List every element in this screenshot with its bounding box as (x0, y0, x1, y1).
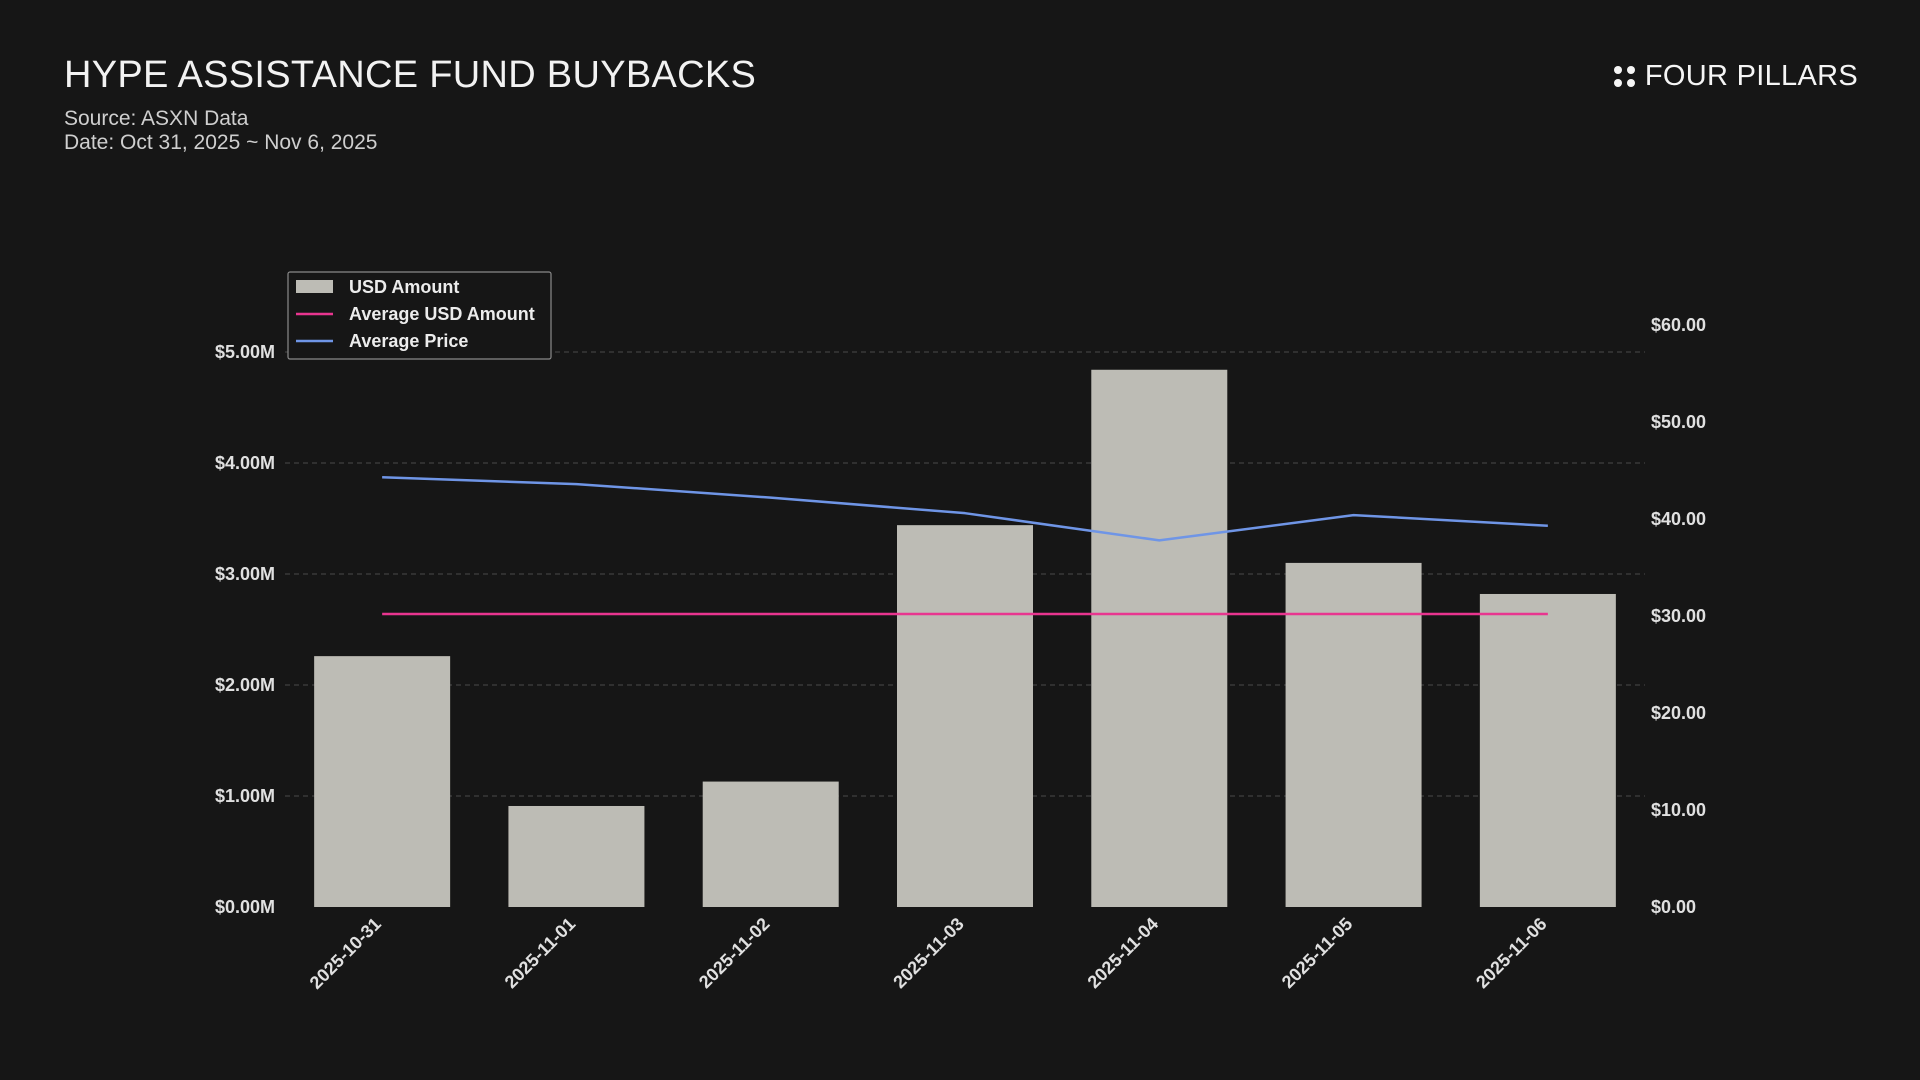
bar-usd-amount (314, 656, 451, 907)
left-axis-tick-label: $1.00M (215, 786, 275, 806)
date-range-text: Date: Oct 31, 2025 ~ Nov 6, 2025 (64, 131, 378, 154)
x-axis-tick-label: 2025-11-03 (889, 914, 968, 993)
bar-usd-amount (508, 805, 645, 907)
bar-usd-amount (897, 525, 1033, 907)
x-axis-tick-label: 2025-11-05 (1278, 914, 1357, 993)
right-axis-tick-label: $20.00 (1651, 703, 1706, 723)
right-axis-tick-label: $10.00 (1651, 800, 1706, 820)
right-axis-tick-label: $0.00 (1651, 897, 1696, 917)
x-axis-tick-label: 2025-11-02 (695, 914, 774, 993)
legend-box (287, 271, 552, 360)
four-dots-icon (1613, 66, 1635, 87)
left-axis-tick-label: $5.00M (215, 342, 275, 362)
left-axis-tick-label: $4.00M (215, 453, 275, 473)
brand-name: FOUR PILLARS (1644, 60, 1858, 92)
line-average-price (382, 476, 1548, 542)
chart-subtitle: Source: ASXN Data Date: Oct 31, 2025 ~ N… (64, 107, 377, 155)
bar-usd-amount (1479, 593, 1616, 907)
right-axis-tick-label: $50.00 (1651, 412, 1706, 432)
x-axis-tick-label: 2025-11-01 (501, 914, 580, 993)
right-axis-tick-label: $60.00 (1651, 315, 1706, 335)
left-axis-tick-label: $3.00M (215, 564, 275, 584)
chart-title: HYPE ASSISTANCE FUND BUYBACKS (64, 54, 757, 96)
bar-usd-amount (1285, 562, 1422, 907)
legend-label: Average USD Amount (349, 304, 535, 324)
right-axis-tick-label: $40.00 (1651, 509, 1706, 529)
x-axis-tick-label: 2025-11-06 (1472, 914, 1551, 993)
left-axis-tick-label: $0.00M (215, 897, 275, 917)
legend-label: USD Amount (349, 277, 459, 297)
source-text: Source: ASXN Data (64, 107, 249, 130)
bar-usd-amount (1091, 369, 1228, 907)
brand-logo: FOUR PILLARS (1613, 60, 1858, 93)
right-axis-tick-label: $30.00 (1651, 606, 1706, 626)
legend-label: Average Price (349, 331, 468, 351)
bar-usd-amount (702, 781, 839, 907)
legend-swatch-bar (296, 280, 333, 293)
x-axis-tick-label: 2025-11-04 (1084, 914, 1163, 993)
left-axis-tick-label: $2.00M (215, 675, 275, 695)
x-axis-tick-label: 2025-10-31 (306, 914, 385, 993)
